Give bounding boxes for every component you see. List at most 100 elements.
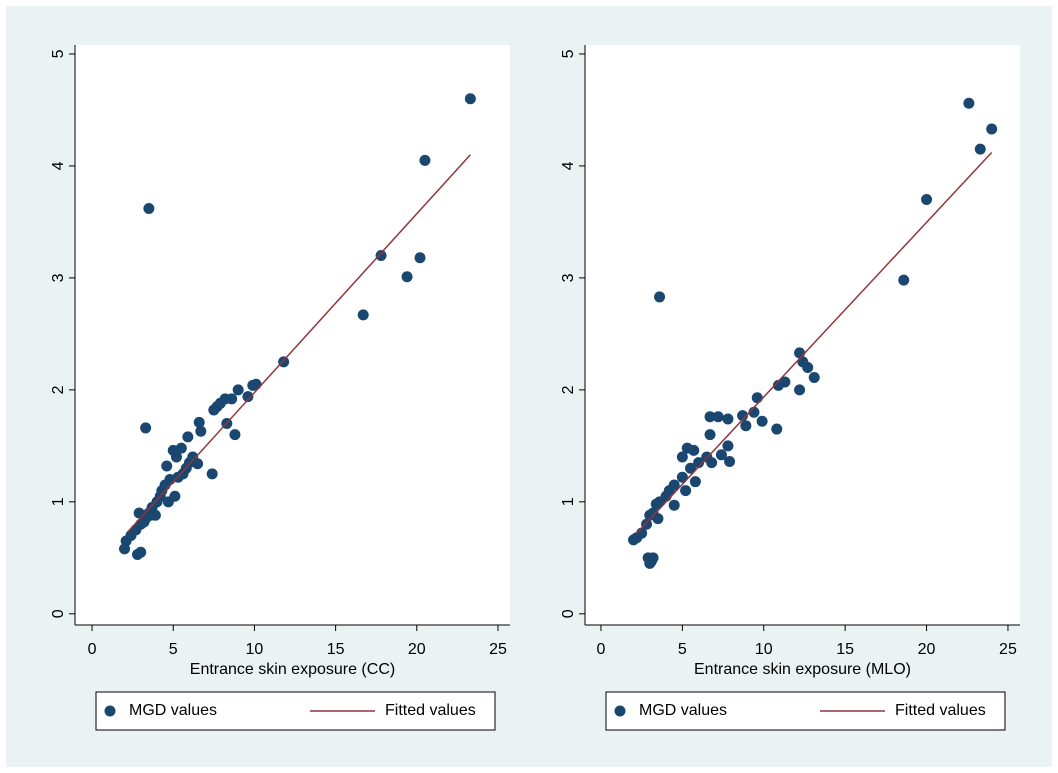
data-point — [676, 471, 688, 483]
data-point — [419, 154, 431, 166]
data-point — [242, 391, 254, 403]
legend-label: MGD values — [639, 702, 727, 719]
x-tick-label: 25 — [489, 641, 507, 658]
data-point — [722, 440, 734, 452]
data-point — [357, 309, 369, 321]
data-point — [208, 404, 220, 416]
x-tick-label: 10 — [755, 641, 773, 658]
y-tick-label: 3 — [50, 273, 67, 282]
y-tick-label: 4 — [560, 161, 577, 170]
y-tick-label: 1 — [50, 497, 67, 506]
data-point — [401, 271, 413, 283]
data-point — [133, 507, 145, 519]
legend-label: Fitted values — [895, 702, 986, 719]
y-tick-label: 1 — [560, 497, 577, 506]
data-point — [375, 250, 387, 262]
data-point — [688, 444, 700, 456]
data-point — [668, 499, 680, 511]
data-point — [193, 416, 205, 428]
data-point — [808, 372, 820, 384]
data-point — [676, 451, 688, 463]
legend-label: MGD values — [129, 702, 217, 719]
data-point — [183, 457, 195, 469]
data-point — [794, 384, 806, 396]
data-point — [898, 274, 910, 286]
data-point — [802, 361, 814, 373]
data-point — [706, 457, 718, 469]
x-axis-title: Entrance skin exposure (CC) — [190, 661, 395, 678]
plot-region — [585, 45, 1020, 625]
x-tick-label: 25 — [999, 641, 1017, 658]
data-point — [684, 462, 696, 474]
data-point — [974, 143, 986, 155]
data-point — [182, 431, 194, 443]
data-point — [715, 449, 727, 461]
data-point — [170, 451, 182, 463]
data-point — [143, 202, 155, 214]
chart-panel: 0 1 2 3 4 5 0 5 10 15 20 25 Entrance skin exposure (… — [560, 45, 1020, 731]
data-point — [647, 552, 659, 564]
x-tick-label: 10 — [246, 641, 264, 658]
data-point — [986, 123, 998, 135]
x-tick-label: 20 — [918, 641, 936, 658]
data-point — [192, 458, 204, 470]
data-point — [724, 456, 736, 468]
data-point — [737, 410, 749, 422]
data-point — [680, 485, 692, 497]
data-point — [751, 392, 763, 404]
data-point — [414, 252, 426, 264]
x-tick-label: 15 — [327, 641, 345, 658]
legend-swatch — [614, 705, 626, 717]
y-tick-label: 3 — [560, 273, 577, 282]
data-point — [229, 429, 241, 441]
data-point — [206, 468, 218, 480]
y-tick-label: 2 — [50, 385, 67, 394]
data-point — [963, 97, 975, 109]
fitted-line — [127, 154, 471, 533]
data-point — [693, 457, 705, 469]
x-axis-title: Entrance skin exposure (MLO) — [694, 661, 911, 678]
data-point — [704, 411, 716, 423]
data-point — [740, 420, 752, 432]
data-point — [119, 543, 131, 555]
y-tick-label: 0 — [560, 609, 577, 618]
x-tick-label: 0 — [88, 641, 97, 658]
data-point — [771, 423, 783, 435]
chart-panel: 0 1 2 3 4 5 0 5 10 15 20 25 Entrance skin exposure (… — [50, 45, 510, 731]
plot-region — [75, 45, 510, 625]
fitted-line — [636, 151, 993, 534]
x-tick-label: 5 — [678, 641, 687, 658]
data-point — [650, 498, 662, 510]
data-point — [652, 513, 664, 525]
legend-box — [95, 691, 496, 731]
data-point — [712, 411, 724, 423]
legend-label: Fitted values — [385, 702, 476, 719]
data-point — [232, 384, 244, 396]
data-point — [140, 422, 152, 434]
x-tick-label: 15 — [836, 641, 854, 658]
data-point — [247, 379, 259, 391]
data-point — [278, 356, 290, 368]
y-tick-label: 5 — [50, 49, 67, 58]
data-point — [175, 442, 187, 454]
data-point — [654, 291, 666, 303]
x-tick-label: 0 — [597, 641, 606, 658]
data-point — [704, 429, 716, 441]
data-point — [138, 516, 150, 528]
y-tick-label: 0 — [50, 609, 67, 618]
data-point — [156, 485, 168, 497]
y-tick-label: 2 — [560, 385, 577, 394]
data-point — [641, 518, 653, 530]
data-point — [149, 509, 161, 521]
data-point — [464, 93, 476, 105]
legend-swatch — [104, 705, 116, 717]
data-point — [689, 476, 701, 488]
data-point — [195, 425, 207, 437]
x-tick-label: 5 — [169, 641, 178, 658]
y-tick-label: 4 — [50, 161, 67, 170]
data-point — [722, 413, 734, 425]
data-point — [756, 415, 768, 427]
data-point — [772, 379, 784, 391]
data-point — [921, 194, 933, 206]
